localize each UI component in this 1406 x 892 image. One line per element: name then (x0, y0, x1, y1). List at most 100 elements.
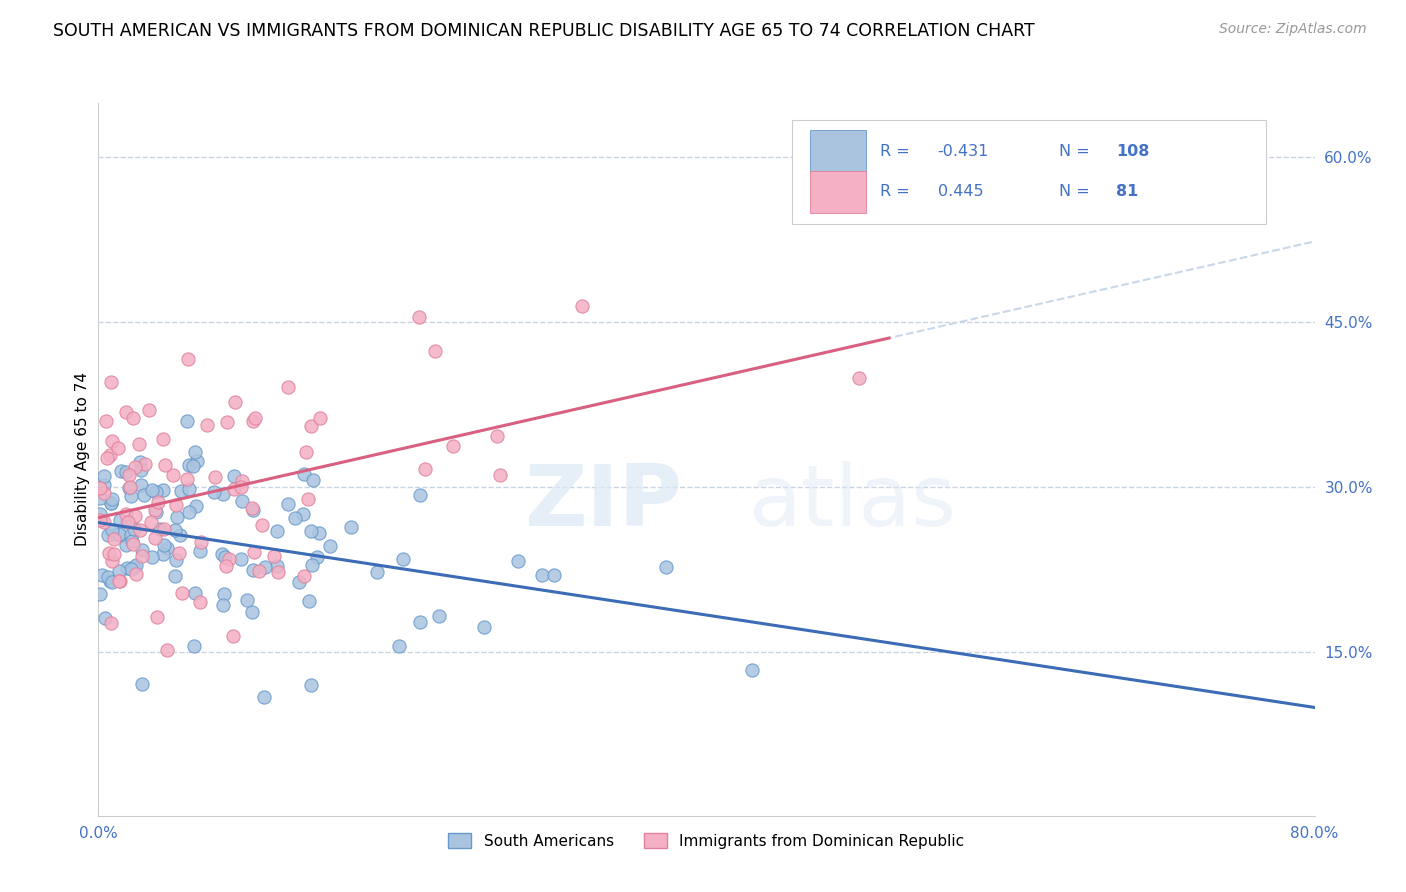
Text: 0.445: 0.445 (938, 185, 983, 199)
Text: atlas: atlas (748, 460, 956, 544)
Point (242, 414, 264, 428)
Point (236, 592, 259, 607)
Point (240, 501, 263, 516)
Point (277, 497, 299, 511)
Point (96, 450, 118, 465)
Point (531, 567, 554, 582)
Point (188, 544, 211, 558)
Point (166, 510, 188, 524)
Point (190, 534, 212, 549)
Point (89, 481, 111, 495)
Text: -0.431: -0.431 (938, 144, 988, 159)
Text: N =: N = (1059, 144, 1095, 159)
Point (253, 690, 276, 704)
Point (152, 483, 174, 498)
Point (141, 483, 163, 498)
Point (263, 549, 285, 563)
Point (117, 515, 139, 529)
Point (131, 542, 153, 557)
Point (441, 440, 464, 454)
Point (121, 534, 143, 549)
Point (115, 507, 138, 521)
Point (98, 448, 121, 462)
Point (131, 677, 153, 691)
Point (231, 551, 253, 566)
Text: SOUTH AMERICAN VS IMMIGRANTS FROM DOMINICAN REPUBLIC DISABILITY AGE 65 TO 74 COR: SOUTH AMERICAN VS IMMIGRANTS FROM DOMINI… (53, 22, 1035, 40)
FancyBboxPatch shape (792, 120, 1265, 224)
Point (101, 554, 124, 568)
FancyBboxPatch shape (810, 130, 866, 172)
Point (215, 415, 238, 429)
Point (388, 640, 411, 654)
Point (177, 352, 200, 367)
Point (129, 463, 152, 477)
Point (117, 515, 139, 529)
Point (267, 565, 290, 579)
Point (252, 518, 274, 533)
Point (571, 300, 593, 314)
Point (229, 479, 252, 493)
Point (98, 546, 121, 560)
Point (409, 488, 432, 502)
Point (100, 375, 122, 389)
Text: R =: R = (880, 185, 915, 199)
Point (179, 505, 201, 519)
Point (103, 547, 125, 561)
Point (163, 523, 186, 537)
Point (117, 561, 139, 575)
Point (94, 414, 117, 428)
Point (93, 515, 115, 529)
Point (543, 567, 565, 582)
Point (120, 527, 142, 541)
Point (472, 620, 495, 634)
Point (122, 537, 145, 551)
Point (131, 478, 153, 492)
Point (100, 615, 122, 630)
Text: R =: R = (880, 144, 915, 159)
Point (170, 484, 193, 499)
Point (93, 477, 115, 491)
Point (212, 598, 235, 612)
Point (120, 480, 142, 494)
Point (162, 467, 184, 482)
Point (308, 526, 330, 541)
Point (125, 558, 148, 572)
Point (124, 508, 146, 523)
Point (299, 419, 322, 434)
Point (183, 639, 205, 653)
Point (427, 608, 450, 623)
Point (307, 549, 329, 564)
Point (222, 483, 245, 497)
Point (100, 574, 122, 588)
Point (118, 467, 141, 482)
Point (295, 444, 318, 458)
Point (266, 558, 288, 573)
Point (125, 567, 148, 582)
Point (152, 432, 174, 446)
Point (93, 468, 115, 483)
FancyBboxPatch shape (810, 170, 866, 213)
Point (489, 468, 512, 483)
Point (301, 524, 323, 539)
Point (118, 481, 141, 495)
Point (291, 507, 314, 521)
Point (176, 472, 198, 486)
Point (288, 575, 311, 590)
Point (138, 403, 160, 417)
Point (89, 513, 111, 527)
Point (108, 564, 131, 578)
Point (247, 564, 270, 578)
Point (309, 411, 332, 425)
Point (409, 615, 432, 629)
Point (108, 574, 131, 588)
Point (167, 546, 190, 560)
Point (506, 553, 529, 567)
Point (108, 527, 131, 541)
Point (218, 551, 240, 566)
Point (91, 568, 114, 582)
Point (122, 410, 145, 425)
Point (298, 594, 321, 608)
Point (97, 527, 120, 541)
Point (214, 587, 236, 601)
Text: N =: N = (1059, 185, 1095, 199)
